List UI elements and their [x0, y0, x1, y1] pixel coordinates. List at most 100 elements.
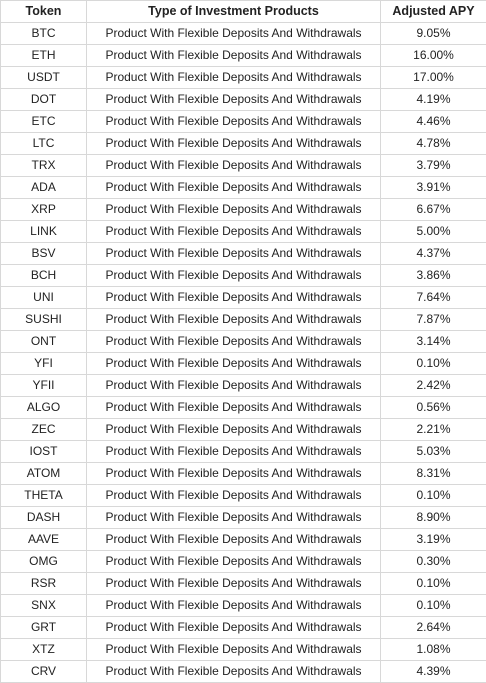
product-type-cell: Product With Flexible Deposits And Withd… [86, 88, 381, 111]
table-row: LINK Product With Flexible Deposits And W… [0, 220, 486, 243]
token-cell: SNX [0, 594, 87, 617]
token-cell: ONT [0, 330, 87, 353]
token-cell: SUSHI [0, 308, 87, 331]
token-cell: YFI [0, 352, 87, 375]
apy-cell: 0.30% [380, 550, 486, 573]
apy-cell: 5.00% [380, 220, 486, 243]
table-row: BSV Product With Flexible Deposits And Wi… [0, 242, 486, 265]
apy-cell: 0.10% [380, 594, 486, 617]
product-type-cell: Product With Flexible Deposits And Withd… [86, 44, 381, 67]
product-type-cell: Product With Flexible Deposits And Withd… [86, 418, 381, 441]
token-cell: ZEC [0, 418, 87, 441]
token-cell: AAVE [0, 528, 87, 551]
table-row: UNI Product With Flexible Deposits And Wi… [0, 286, 486, 309]
product-type-cell: Product With Flexible Deposits And Withd… [86, 154, 381, 177]
table-row: ALGO Product With Flexible Deposits And W… [0, 396, 486, 419]
table-row: XTZ Product With Flexible Deposits And Wi… [0, 638, 486, 661]
table-row: ZEC Product With Flexible Deposits And Wi… [0, 418, 486, 441]
product-type-cell: Product With Flexible Deposits And Withd… [86, 528, 381, 551]
apy-cell: 5.03% [380, 440, 486, 463]
product-type-cell: Product With Flexible Deposits And Withd… [86, 220, 381, 243]
product-type-cell: Product With Flexible Deposits And Withd… [86, 638, 381, 661]
product-type-cell: Product With Flexible Deposits And Withd… [86, 264, 381, 287]
apy-cell: 0.10% [380, 572, 486, 595]
apy-cell: 4.78% [380, 132, 486, 155]
apy-cell: 9.05% [380, 22, 486, 45]
token-cell: TRX [0, 154, 87, 177]
apy-cell: 0.10% [380, 352, 486, 375]
product-type-cell: Product With Flexible Deposits And Withd… [86, 506, 381, 529]
token-cell: USDT [0, 66, 87, 89]
apy-cell: 4.39% [380, 660, 486, 683]
product-type-cell: Product With Flexible Deposits And Withd… [86, 176, 381, 199]
token-cell: RSR [0, 572, 87, 595]
token-cell: ETH [0, 44, 87, 67]
table-header: Token Type of Investment Products Adjust… [0, 0, 486, 23]
token-cell: THETA [0, 484, 87, 507]
table-row: SUSHI Product With Flexible Deposits And … [0, 308, 486, 331]
product-type-cell: Product With Flexible Deposits And Withd… [86, 198, 381, 221]
table-row: ATOM Product With Flexible Deposits And W… [0, 462, 486, 485]
apy-cell: 2.64% [380, 616, 486, 639]
apy-cell: 7.64% [380, 286, 486, 309]
product-type-cell: Product With Flexible Deposits And Withd… [86, 110, 381, 133]
token-cell: GRT [0, 616, 87, 639]
table-row: IOST Product With Flexible Deposits And W… [0, 440, 486, 463]
product-type-cell: Product With Flexible Deposits And Withd… [86, 22, 381, 45]
apy-cell: 3.19% [380, 528, 486, 551]
token-cell: DOT [0, 88, 87, 111]
product-type-cell: Product With Flexible Deposits And Withd… [86, 352, 381, 375]
apy-cell: 16.00% [380, 44, 486, 67]
token-cell: BSV [0, 242, 87, 265]
product-type-cell: Product With Flexible Deposits And Withd… [86, 616, 381, 639]
table-row: ETH Product With Flexible Deposits And Wi… [0, 44, 486, 67]
table-row: BTC Product With Flexible Deposits And Wi… [0, 22, 486, 45]
product-type-cell: Product With Flexible Deposits And Withd… [86, 594, 381, 617]
token-cell: LTC [0, 132, 87, 155]
table-row: ADA Product With Flexible Deposits And Wi… [0, 176, 486, 199]
token-cell: XTZ [0, 638, 87, 661]
header-type: Type of Investment Products [86, 0, 381, 23]
table-row: YFII Product With Flexible Deposits And W… [0, 374, 486, 397]
apy-cell: 1.08% [380, 638, 486, 661]
token-cell: DASH [0, 506, 87, 529]
token-cell: ETC [0, 110, 87, 133]
product-type-cell: Product With Flexible Deposits And Withd… [86, 132, 381, 155]
apy-cell: 2.21% [380, 418, 486, 441]
product-type-cell: Product With Flexible Deposits And Withd… [86, 374, 381, 397]
table-row: USDT Product With Flexible Deposits And W… [0, 66, 486, 89]
product-type-cell: Product With Flexible Deposits And Withd… [86, 242, 381, 265]
product-type-cell: Product With Flexible Deposits And Withd… [86, 462, 381, 485]
table-row: SNX Product With Flexible Deposits And Wi… [0, 594, 486, 617]
table-row: CRV Product With Flexible Deposits And Wi… [0, 660, 486, 683]
apy-cell: 3.14% [380, 330, 486, 353]
token-cell: ADA [0, 176, 87, 199]
table-row: ONT Product With Flexible Deposits And Wi… [0, 330, 486, 353]
table-row: RSR Product With Flexible Deposits And Wi… [0, 572, 486, 595]
table-row: YFI Product With Flexible Deposits And Wi… [0, 352, 486, 375]
table-row: OMG Product With Flexible Deposits And Wi… [0, 550, 486, 573]
table-body: BTC Product With Flexible Deposits And Wi… [0, 22, 486, 683]
token-cell: LINK [0, 220, 87, 243]
token-cell: XRP [0, 198, 87, 221]
product-type-cell: Product With Flexible Deposits And Withd… [86, 308, 381, 331]
token-cell: CRV [0, 660, 87, 683]
header-row: Token Type of Investment Products Adjust… [0, 0, 486, 23]
table-row: AAVE Product With Flexible Deposits And W… [0, 528, 486, 551]
token-cell: BCH [0, 264, 87, 287]
apy-cell: 6.67% [380, 198, 486, 221]
table-row: TRX Product With Flexible Deposits And Wi… [0, 154, 486, 177]
apy-cell: 0.10% [380, 484, 486, 507]
header-token: Token [0, 0, 87, 23]
token-cell: ATOM [0, 462, 87, 485]
table-row: ETC Product With Flexible Deposits And Wi… [0, 110, 486, 133]
product-type-cell: Product With Flexible Deposits And Withd… [86, 396, 381, 419]
apy-cell: 0.56% [380, 396, 486, 419]
product-type-cell: Product With Flexible Deposits And Withd… [86, 572, 381, 595]
table-row: LTC Product With Flexible Deposits And Wi… [0, 132, 486, 155]
product-type-cell: Product With Flexible Deposits And Withd… [86, 550, 381, 573]
token-cell: YFII [0, 374, 87, 397]
apy-cell: 4.37% [380, 242, 486, 265]
table-row: DASH Product With Flexible Deposits And W… [0, 506, 486, 529]
